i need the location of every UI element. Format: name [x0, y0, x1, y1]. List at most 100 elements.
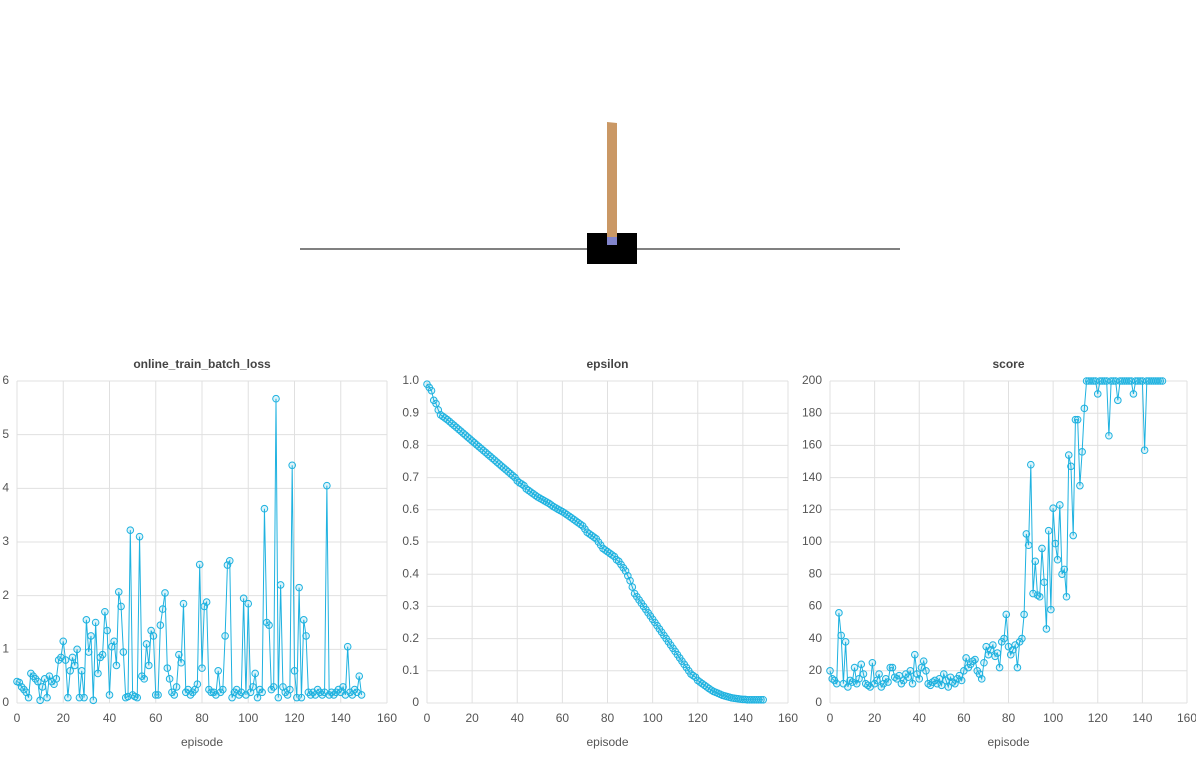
data-point — [1080, 404, 1089, 413]
x-tick-label: 120 — [688, 711, 708, 725]
data-line — [829, 380, 1163, 689]
data-point — [142, 640, 151, 648]
data-point — [944, 683, 953, 691]
data-point — [297, 693, 306, 702]
data-point — [71, 661, 79, 670]
data-point — [175, 650, 183, 659]
data-point — [857, 660, 866, 669]
y-tick-label: 0.9 — [402, 405, 419, 419]
data-point — [251, 669, 259, 678]
data-point — [1040, 578, 1048, 587]
data-point — [244, 599, 253, 608]
data-point — [64, 693, 72, 702]
data-point — [1018, 634, 1026, 643]
data-point — [170, 691, 179, 699]
data-point — [80, 693, 88, 702]
data-point — [873, 676, 881, 685]
data-point — [837, 631, 845, 640]
data-point — [1022, 530, 1031, 538]
y-tick-label: 0.3 — [402, 599, 419, 613]
y-tick-label: 3 — [2, 534, 9, 548]
data-point — [101, 607, 109, 616]
y-tick-label: 160 — [802, 438, 822, 452]
x-tick-label: 60 — [556, 711, 570, 725]
data-point — [295, 583, 303, 592]
data-point — [855, 675, 863, 683]
data-point — [61, 656, 70, 664]
y-tick-label: 40 — [809, 631, 823, 645]
y-tick-label: 100 — [802, 534, 822, 548]
axle — [607, 237, 617, 245]
data-point — [1076, 481, 1084, 490]
data-point — [151, 691, 160, 699]
y-tick-label: 5 — [2, 427, 9, 441]
data-point — [875, 670, 883, 678]
data-point — [15, 678, 24, 687]
data-point — [253, 693, 262, 702]
data-point — [904, 673, 912, 682]
data-point — [832, 679, 841, 688]
data-point — [859, 670, 868, 678]
data-point — [432, 399, 440, 408]
y-tick-label: 20 — [809, 663, 823, 677]
x-tick-label: 160 — [377, 711, 397, 725]
y-tick-label: 60 — [809, 599, 823, 613]
data-point — [1027, 460, 1035, 469]
data-point — [193, 680, 202, 689]
data-point — [117, 602, 125, 611]
data-point — [910, 650, 919, 659]
data-point — [1156, 377, 1165, 385]
data-point — [126, 526, 135, 534]
data-point — [850, 663, 859, 672]
data-point — [272, 394, 280, 403]
x-tick-label: 0 — [14, 711, 21, 725]
data-point — [757, 695, 765, 704]
x-tick-label: 0 — [827, 711, 834, 725]
x-tick-label: 140 — [733, 711, 753, 725]
y-tick-label: 0.7 — [402, 470, 419, 484]
data-point — [34, 677, 42, 686]
x-tick-label: 0 — [424, 711, 431, 725]
y-tick-label: 0.8 — [402, 438, 419, 452]
data-point — [1038, 544, 1046, 553]
data-point — [343, 642, 352, 651]
data-point — [1069, 531, 1078, 540]
x-tick-label: 100 — [238, 711, 258, 725]
data-point — [135, 532, 144, 541]
data-point — [1031, 557, 1040, 566]
data-point — [1064, 451, 1073, 459]
data-point — [163, 664, 172, 672]
x-axis-label: episode — [181, 735, 223, 749]
data-point — [302, 632, 310, 640]
x-tick-label: 40 — [103, 711, 117, 725]
data-point — [962, 654, 970, 662]
data-point — [888, 663, 897, 672]
x-tick-label: 40 — [511, 711, 525, 725]
data-point — [112, 661, 121, 670]
data-point — [323, 481, 331, 490]
x-tick-label: 120 — [1088, 711, 1108, 725]
data-point — [977, 675, 986, 683]
x-tick-label: 20 — [465, 711, 479, 725]
data-point — [276, 581, 285, 589]
data-point — [274, 693, 283, 702]
data-point — [140, 675, 148, 683]
data-point — [52, 675, 61, 683]
data-point — [628, 583, 637, 591]
data-point — [1053, 555, 1062, 564]
data-point — [915, 675, 924, 683]
data-point — [1078, 448, 1086, 456]
x-tick-label: 160 — [1177, 711, 1196, 725]
y-tick-label: 6 — [2, 373, 9, 387]
data-point — [177, 658, 185, 667]
data-point — [939, 670, 948, 678]
y-tick-label: 0.5 — [402, 534, 419, 548]
data-point — [1013, 663, 1022, 672]
data-point — [1067, 462, 1075, 471]
data-point — [1000, 634, 1008, 643]
data-point — [84, 648, 93, 656]
data-point — [59, 637, 68, 646]
data-point — [1035, 592, 1044, 601]
pole — [607, 122, 617, 245]
